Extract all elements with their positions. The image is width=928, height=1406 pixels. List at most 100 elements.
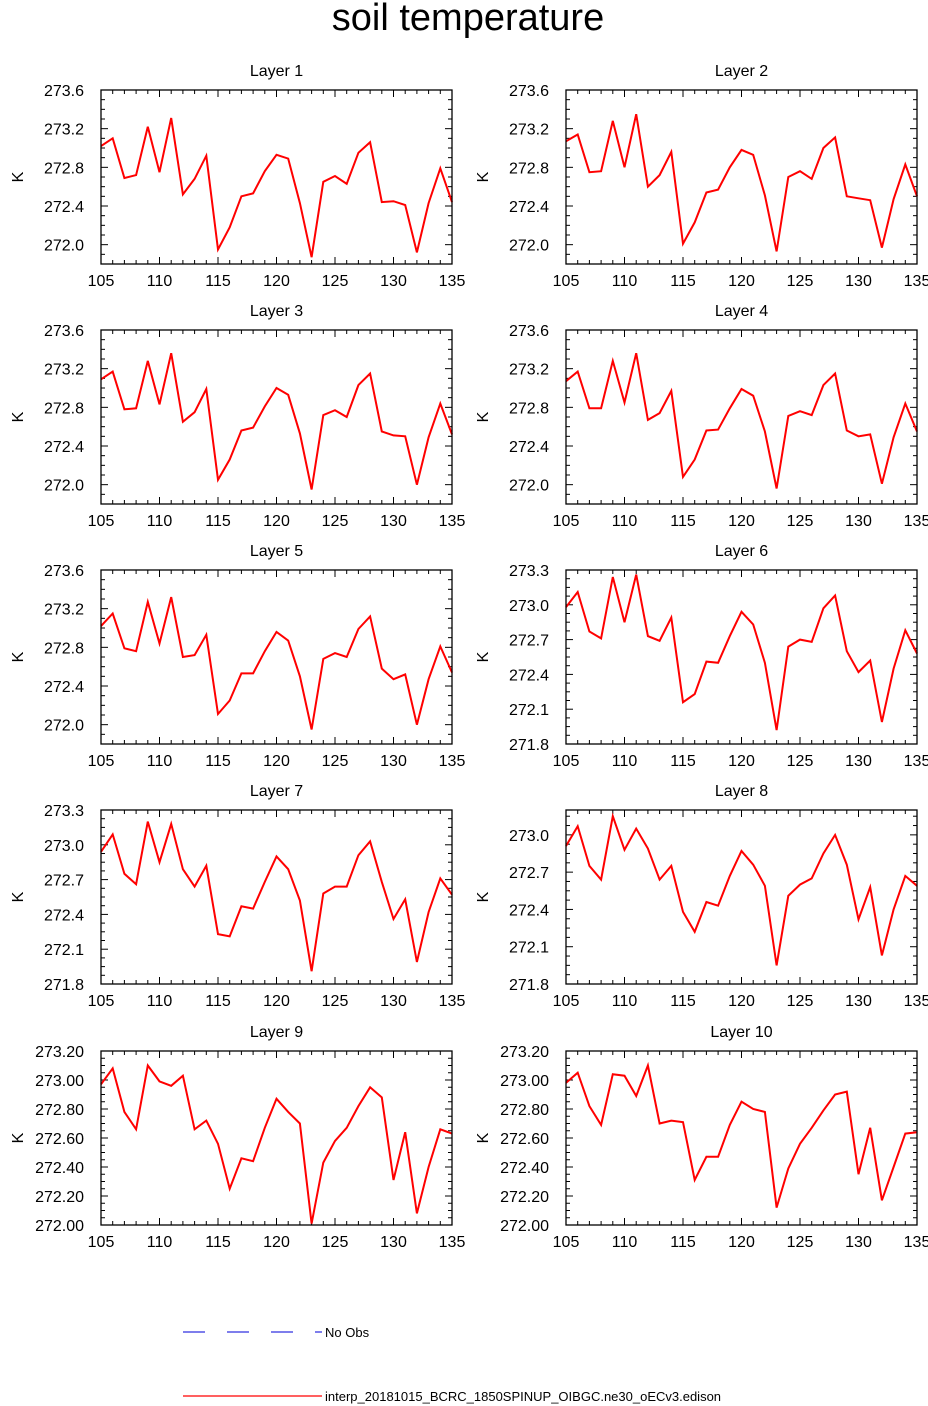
x-tick-label: 110	[147, 513, 173, 530]
y-tick-label: 272.40	[500, 1160, 549, 1177]
y-tick-label: 272.4	[44, 679, 84, 696]
x-tick-label: 125	[322, 273, 349, 290]
panel-title: Layer 6	[715, 543, 768, 560]
x-tick-label: 135	[439, 513, 466, 530]
chart-panel: Layer 3 K 105 110 115 120 125 130 135 272.0 272.4 2…	[10, 303, 465, 530]
y-axis-label: K	[10, 171, 27, 182]
y-tick-label: 273.00	[500, 1073, 549, 1090]
x-tick-label: 110	[612, 513, 638, 530]
x-tick-label: 120	[728, 1234, 755, 1251]
x-tick-label: 110	[147, 993, 173, 1010]
legend: No Obs interp_20181015_BCRC_1850SPINUP_O…	[183, 1325, 721, 1404]
x-tick-label: 110	[147, 753, 173, 770]
x-tick-label: 125	[787, 753, 814, 770]
y-tick-label: 272.4	[44, 439, 84, 456]
y-tick-label: 271.8	[44, 977, 84, 994]
x-tick-label: 115	[670, 753, 696, 770]
y-axis-label: K	[475, 1132, 492, 1143]
y-tick-label: 273.6	[509, 83, 549, 100]
y-tick-label: 273.00	[35, 1073, 84, 1090]
y-axis-label: K	[475, 651, 492, 662]
series-line	[100, 820, 453, 972]
chart-panel: Layer 8 K 105 110 115 120 125 130 135 271.8 272.1 2…	[475, 783, 928, 1010]
y-tick-label: 273.6	[44, 563, 84, 580]
plot-frame	[565, 329, 918, 505]
x-tick-label: 135	[904, 1234, 928, 1251]
x-tick-label: 105	[553, 513, 580, 530]
y-tick-label: 272.4	[44, 907, 84, 924]
chart-panel: Layer 6 K 105 110 115 120 125 130 135 271.8 272.1 2…	[475, 543, 928, 770]
chart-panel: Layer 4 K 105 110 115 120 125 130 135 272.0 272.4 2…	[475, 303, 928, 530]
series-line	[565, 352, 918, 489]
y-tick-label: 272.4	[44, 199, 84, 216]
y-tick-label: 273.0	[509, 598, 549, 615]
chart-panel: Layer 7 K 105 110 115 120 125 130 135 271.8 272.1 2…	[10, 783, 465, 1010]
y-tick-label: 273.6	[44, 323, 84, 340]
y-tick-label: 273.6	[44, 83, 84, 100]
x-tick-label: 125	[787, 513, 814, 530]
series-line	[100, 596, 453, 730]
series-line	[100, 352, 453, 490]
panel-title: Layer 3	[250, 303, 303, 320]
x-tick-label: 135	[439, 1234, 466, 1251]
y-axis-label: K	[10, 651, 27, 662]
plot-frame	[100, 569, 453, 745]
x-tick-label: 120	[263, 513, 290, 530]
y-tick-label: 272.0	[44, 718, 84, 735]
panel-title: Layer 8	[715, 783, 768, 800]
panel-title: Layer 9	[250, 1024, 303, 1041]
x-tick-label: 110	[612, 993, 638, 1010]
x-tick-label: 125	[322, 1234, 349, 1251]
x-tick-label: 110	[612, 1234, 638, 1251]
y-tick-label: 272.4	[509, 667, 549, 684]
y-tick-label: 273.3	[509, 563, 549, 580]
y-tick-label: 272.7	[509, 633, 549, 650]
x-tick-label: 105	[553, 753, 580, 770]
x-tick-label: 120	[263, 753, 290, 770]
y-tick-label: 272.4	[509, 902, 549, 919]
legend-label-no-obs: No Obs	[325, 1325, 370, 1340]
x-tick-label: 105	[88, 513, 115, 530]
series-line	[565, 574, 918, 731]
y-tick-label: 272.1	[44, 942, 84, 959]
x-tick-label: 135	[904, 993, 928, 1010]
plot-frame	[100, 1050, 453, 1226]
x-tick-label: 130	[380, 513, 407, 530]
plot-frame	[565, 1050, 918, 1226]
chart-panel: Layer 9 K 105 110 115 120 125 130 135 272.00 272.2…	[10, 1024, 465, 1251]
y-tick-label: 272.0	[509, 478, 549, 495]
panel-title: Layer 10	[710, 1024, 772, 1041]
chart-panel: Layer 1 K 105 110 115 120 125 130 135 272.0 272.4 2…	[10, 63, 465, 290]
x-tick-label: 135	[439, 993, 466, 1010]
x-tick-label: 115	[205, 273, 231, 290]
y-tick-label: 273.0	[44, 838, 84, 855]
y-tick-label: 272.8	[509, 400, 549, 417]
x-tick-label: 115	[205, 1234, 231, 1251]
y-tick-label: 272.0	[44, 478, 84, 495]
x-tick-label: 130	[380, 273, 407, 290]
series-line	[100, 1063, 453, 1224]
x-tick-label: 105	[553, 273, 580, 290]
plot-frame	[100, 89, 453, 265]
figure-title: soil temperature	[332, 0, 604, 39]
x-tick-label: 120	[263, 993, 290, 1010]
x-tick-label: 125	[787, 993, 814, 1010]
y-tick-label: 273.0	[509, 828, 549, 845]
x-tick-label: 110	[612, 273, 638, 290]
x-tick-label: 110	[147, 1234, 173, 1251]
y-tick-label: 272.4	[509, 439, 549, 456]
x-tick-label: 135	[439, 753, 466, 770]
y-tick-label: 273.3	[44, 803, 84, 820]
x-tick-label: 135	[904, 513, 928, 530]
x-tick-label: 105	[88, 273, 115, 290]
y-tick-label: 272.80	[500, 1102, 549, 1119]
x-tick-label: 120	[728, 273, 755, 290]
x-tick-label: 135	[439, 273, 466, 290]
y-axis-label: K	[10, 891, 27, 902]
plot-frame	[100, 809, 453, 985]
y-axis-label: K	[475, 171, 492, 182]
y-axis-label: K	[10, 1132, 27, 1143]
x-tick-label: 130	[380, 1234, 407, 1251]
panel-title: Layer 2	[715, 63, 768, 80]
